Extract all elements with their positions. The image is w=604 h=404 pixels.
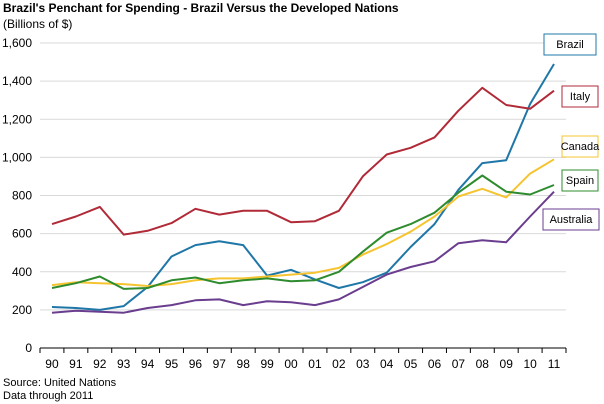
series-line-canada bbox=[51, 158, 555, 287]
legend-box-spain bbox=[561, 169, 599, 192]
y-tick-label: 1,000 bbox=[2, 150, 32, 164]
x-tick-label: 03 bbox=[356, 357, 370, 371]
source-note: Source: United Nations bbox=[3, 377, 117, 389]
x-axis: 90 91 92 93 94 95 96 97 98 99 00 01 02 03 04 05 06 07 08 09… bbox=[39, 347, 567, 371]
x-tick-label: 93 bbox=[117, 357, 131, 371]
x-tick-label: 01 bbox=[308, 357, 322, 371]
x-tick-label: 98 bbox=[237, 357, 251, 371]
x-tick-label: 90 bbox=[45, 357, 59, 371]
y-tick-label: 1,200 bbox=[2, 112, 32, 126]
legend-label-brazil: Brazil bbox=[556, 39, 584, 51]
x-tick-label: 04 bbox=[380, 357, 394, 371]
x-tick-label: 02 bbox=[332, 357, 346, 371]
legend-box-brazil bbox=[543, 33, 597, 56]
y-tick-label: 0 bbox=[25, 341, 32, 355]
legend-box-italy bbox=[561, 85, 599, 108]
legend: Brazil Italy Canada Spain Australia bbox=[542, 33, 600, 231]
series-line-italy bbox=[51, 86, 555, 236]
grid-lines bbox=[40, 42, 566, 311]
x-tick-label: 95 bbox=[165, 357, 179, 371]
x-tick-label: 99 bbox=[260, 357, 274, 371]
x-tick-label: 05 bbox=[404, 357, 418, 371]
y-axis-ticks: 0 200 400 600 800 1,000 1,200 1,400 1,600 bbox=[2, 36, 32, 355]
series-line-spain bbox=[51, 174, 555, 290]
x-tick-label: 07 bbox=[452, 357, 466, 371]
y-tick-label: 1,400 bbox=[2, 74, 32, 88]
y-tick-label: 800 bbox=[12, 189, 32, 203]
x-tick-label: 09 bbox=[500, 357, 514, 371]
y-tick-label: 1,600 bbox=[2, 36, 32, 50]
x-tick-label: 94 bbox=[141, 357, 155, 371]
y-tick-label: 200 bbox=[12, 303, 32, 317]
x-tick-label: 97 bbox=[213, 357, 227, 371]
data-note: Data through 2011 bbox=[3, 390, 94, 402]
x-tick-label: 92 bbox=[93, 357, 107, 371]
series-line-australia bbox=[51, 191, 555, 314]
legend-label-australia: Australia bbox=[550, 214, 594, 226]
legend-label-canada: Canada bbox=[561, 141, 600, 153]
x-tick-label: 00 bbox=[284, 357, 298, 371]
series-lines bbox=[51, 63, 555, 314]
legend-label-spain: Spain bbox=[566, 175, 594, 187]
legend-box-australia bbox=[542, 208, 600, 231]
y-tick-label: 600 bbox=[12, 227, 32, 241]
x-tick-label: 08 bbox=[476, 357, 490, 371]
x-tick-label: 91 bbox=[69, 357, 83, 371]
legend-label-italy: Italy bbox=[570, 91, 591, 103]
x-tick-label: 06 bbox=[428, 357, 442, 371]
legend-box-canada bbox=[561, 135, 599, 158]
chart-subtitle: (Billions of $) bbox=[3, 17, 73, 31]
x-tick-label: 96 bbox=[189, 357, 203, 371]
x-tick-label: 11 bbox=[548, 357, 561, 371]
x-tick-label: 10 bbox=[523, 357, 537, 371]
y-tick-label: 400 bbox=[12, 265, 32, 279]
chart-title: Brazil's Penchant for Spending - Brazil … bbox=[3, 1, 399, 15]
